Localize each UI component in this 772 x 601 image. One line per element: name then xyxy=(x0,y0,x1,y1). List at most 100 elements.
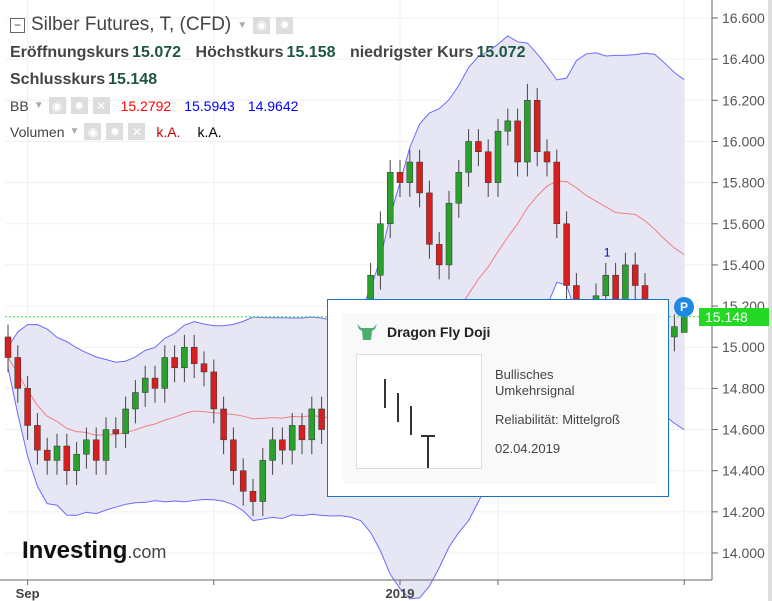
candle-body xyxy=(406,161,414,183)
candle-body xyxy=(484,151,492,183)
candle-body xyxy=(455,172,463,204)
eye-icon[interactable]: ◉ xyxy=(48,97,66,114)
eye-icon[interactable]: ◉ xyxy=(253,16,271,34)
close-row: Schlusskurs 15.148 xyxy=(10,71,167,89)
eye-icon[interactable]: ◉ xyxy=(84,123,102,140)
close-icon[interactable]: ✕ xyxy=(92,97,110,114)
volume-ma-value: k.A. xyxy=(197,123,222,140)
candle-body xyxy=(190,346,198,364)
x-tick-label: 2019 xyxy=(386,586,415,601)
candle-body xyxy=(4,336,12,358)
y-tick-label: 14.400 xyxy=(722,463,765,479)
candle-body xyxy=(504,120,512,132)
y-tick-label: 15.800 xyxy=(722,175,765,191)
candle-body xyxy=(83,439,90,455)
y-tick-label: 14.600 xyxy=(722,422,765,438)
candle-body xyxy=(210,371,218,410)
candle-body xyxy=(543,151,551,163)
ohlc-row: Eröffnungskurs 15.072 Höchstkurs 15.158 ni… xyxy=(10,44,535,62)
investing-logo: Investing.com xyxy=(22,537,167,564)
open-label: Eröffnungskurs xyxy=(10,44,130,61)
candle-body xyxy=(161,357,169,389)
x-tick-label: Sep xyxy=(16,586,40,601)
bb-label[interactable]: BB xyxy=(10,97,29,114)
volume-label[interactable]: Volumen xyxy=(10,123,65,140)
tooltip-details: Bullisches Umkehrsignal Reliabilität: Mi… xyxy=(495,367,620,457)
candle-body xyxy=(631,264,639,286)
candle-body xyxy=(200,363,208,373)
collapse-icon[interactable]: − xyxy=(10,17,25,33)
candle-body xyxy=(181,346,188,369)
candle-body xyxy=(249,491,257,502)
bull-icon xyxy=(357,324,377,340)
gear-icon[interactable]: ✹ xyxy=(70,97,88,114)
candle-body xyxy=(141,377,149,393)
y-tick-label: 16.400 xyxy=(722,51,765,67)
low-label: niedrigster Kurs xyxy=(349,44,474,61)
high-label: Höchstkurs xyxy=(195,44,284,61)
bb-row: BB ▼ ◉ ✹ ✕ 15.2792 15.5943 14.9642 xyxy=(10,97,298,114)
chart-title-row: − Silber Futures, T, (CFD) ▼ ◉ ✹ xyxy=(10,14,294,36)
candle-body xyxy=(602,274,610,297)
candle-body xyxy=(122,408,129,434)
gear-icon[interactable]: ✹ xyxy=(276,16,294,34)
tooltip-title-text: Dragon Fly Doji xyxy=(387,324,491,340)
candle-body xyxy=(24,388,31,426)
candle-body xyxy=(230,439,237,471)
candle-body xyxy=(132,392,139,410)
candle-body xyxy=(426,192,433,245)
candle-body xyxy=(563,223,570,286)
candle-body xyxy=(63,445,71,471)
bb-lower-value: 14.9642 xyxy=(247,97,299,114)
volume-row: Volumen ▼ ◉ ✹ ✕ k.A. k.A. xyxy=(10,123,222,140)
chevron-down-icon[interactable]: ▼ xyxy=(237,19,248,31)
pattern-badge[interactable]: P xyxy=(674,297,694,317)
close-label: Schlusskurs xyxy=(10,71,106,88)
y-tick-label: 14.200 xyxy=(722,504,765,520)
candle-body xyxy=(377,223,384,276)
y-tick-label: 15.400 xyxy=(722,257,765,273)
candle-body xyxy=(386,172,394,225)
candle-body xyxy=(671,326,678,338)
chevron-down-icon[interactable]: ▼ xyxy=(69,126,80,137)
candle-body xyxy=(524,100,531,163)
y-tick-label: 16.600 xyxy=(722,10,765,26)
candle-body xyxy=(288,425,296,451)
low-value: 15.072 xyxy=(476,44,526,61)
gear-icon[interactable]: ✹ xyxy=(106,123,124,140)
y-tick-label: 16.200 xyxy=(722,92,765,108)
candle-body xyxy=(514,120,521,163)
tooltip-title: Dragon Fly Doji xyxy=(356,323,490,341)
candle-body xyxy=(396,172,404,183)
candle-body xyxy=(102,429,110,461)
y-tick-label: 15.000 xyxy=(722,339,765,355)
bb-upper-value: 15.5943 xyxy=(184,97,235,114)
candle-body xyxy=(53,445,61,461)
candle-body xyxy=(553,161,561,225)
candle-body xyxy=(318,408,325,430)
candle-body xyxy=(43,449,51,461)
candle-body xyxy=(34,425,41,451)
reliability: Reliabilität: Mittelgroß xyxy=(495,412,620,427)
candle-body xyxy=(269,439,276,461)
candle-body xyxy=(92,439,100,461)
signal-line1: Bullisches xyxy=(495,367,554,382)
bb-mid-value: 15.2792 xyxy=(120,97,172,114)
candle-body xyxy=(298,425,306,441)
candle-body xyxy=(259,460,267,502)
y-tick-label: 15.600 xyxy=(722,216,765,232)
pattern-illustration xyxy=(356,354,482,469)
candle-body xyxy=(475,141,482,153)
pattern-date: 02.04.2019 xyxy=(495,441,561,456)
candle-body xyxy=(279,439,286,451)
candle-body xyxy=(435,244,443,266)
y-tick-label: 16.000 xyxy=(722,133,765,149)
chevron-down-icon[interactable]: ▼ xyxy=(33,100,44,111)
candle-body xyxy=(171,357,178,369)
pattern-marker: 1 xyxy=(604,246,611,260)
close-icon[interactable]: ✕ xyxy=(128,123,146,140)
y-tick-label: 14.000 xyxy=(722,545,765,561)
close-value: 15.148 xyxy=(108,71,158,88)
candle-body xyxy=(14,357,22,389)
candle-body xyxy=(73,453,80,471)
